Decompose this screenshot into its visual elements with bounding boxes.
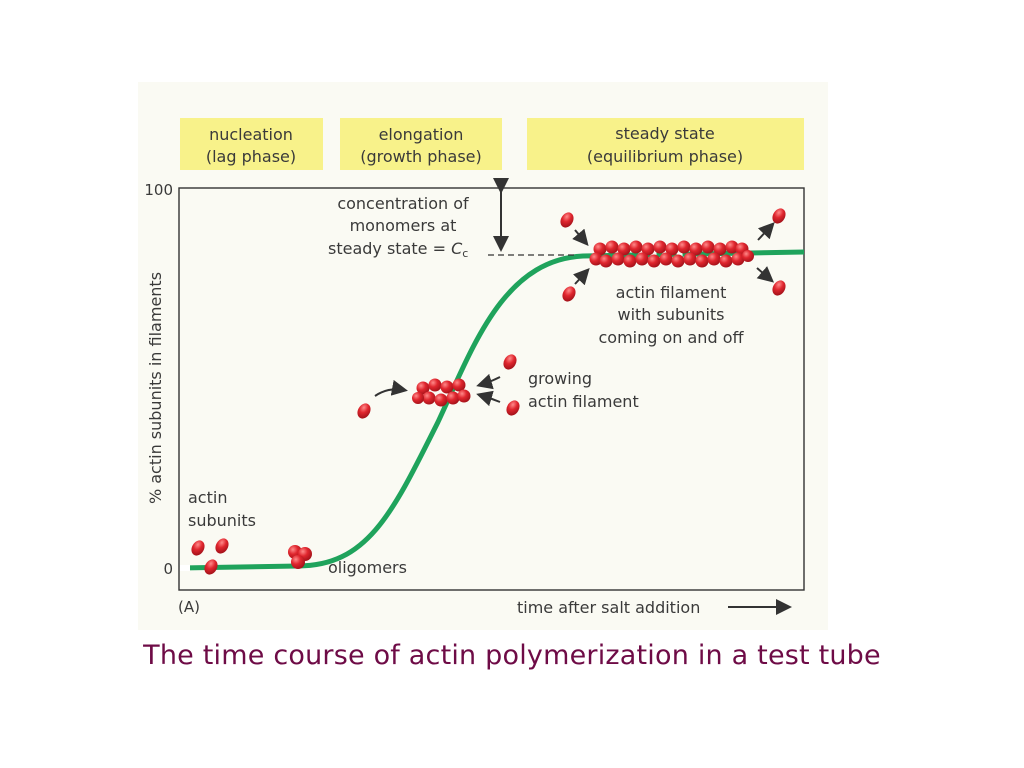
steady-arrows [572, 222, 775, 286]
svg-text:with subunits: with subunits [618, 305, 725, 324]
svg-text:monomers at: monomers at [350, 216, 457, 235]
svg-text:nucleation: nucleation [209, 125, 293, 144]
svg-text:growing: growing [528, 369, 592, 388]
svg-text:concentration of: concentration of [337, 194, 469, 213]
y-axis-label: % actin subunits in filaments [146, 272, 165, 504]
growing-arrows [374, 373, 501, 407]
cc-annotation: concentration of monomers at steady stat… [328, 178, 578, 260]
svg-text:actin: actin [188, 488, 227, 507]
phase-box-elongation: elongation (growth phase) [340, 118, 502, 170]
svg-text:subunits: subunits [188, 511, 256, 530]
y-axis-min-label: 0 [163, 560, 173, 578]
svg-text:steady state: steady state [615, 124, 715, 143]
polymerization-curve [179, 249, 805, 571]
svg-text:steady state = Cc: steady state = Cc [328, 239, 468, 260]
oligomers-label: oligomers [328, 558, 407, 577]
actin-subunit-beads [191, 538, 229, 575]
oligomer-cluster [288, 545, 312, 569]
plot-frame [178, 187, 805, 591]
svg-text:(growth phase): (growth phase) [360, 147, 482, 166]
y-axis-max-label: 100 [144, 181, 173, 199]
growing-filament [412, 378, 471, 407]
steady-state-filament [589, 240, 754, 268]
svg-text:elongation: elongation [379, 125, 464, 144]
phase-box-steady-state: steady state (equilibrium phase) [527, 118, 804, 170]
svg-text:coming on and off: coming on and off [598, 328, 744, 347]
svg-text:(equilibrium phase): (equilibrium phase) [587, 147, 743, 166]
svg-text:actin filament: actin filament [528, 392, 639, 411]
panel-label: (A) [178, 598, 200, 616]
slide-caption: The time course of actin polymerization … [143, 640, 881, 671]
actin-subunits-annotation: actin subunits [188, 488, 256, 530]
growing-free-subunits [357, 354, 520, 419]
growing-filament-label: growing actin filament [528, 369, 639, 411]
svg-text:(lag phase): (lag phase) [206, 147, 296, 166]
actin-polymerization-figure: nucleation (lag phase) elongation (growt… [138, 82, 828, 630]
steady-filament-label: actin filament with subunits coming on a… [598, 283, 744, 347]
x-axis-label: time after salt addition [517, 598, 700, 617]
phase-box-nucleation: nucleation (lag phase) [180, 118, 323, 170]
svg-text:actin filament: actin filament [616, 283, 727, 302]
steady-free-subunits [560, 208, 786, 302]
